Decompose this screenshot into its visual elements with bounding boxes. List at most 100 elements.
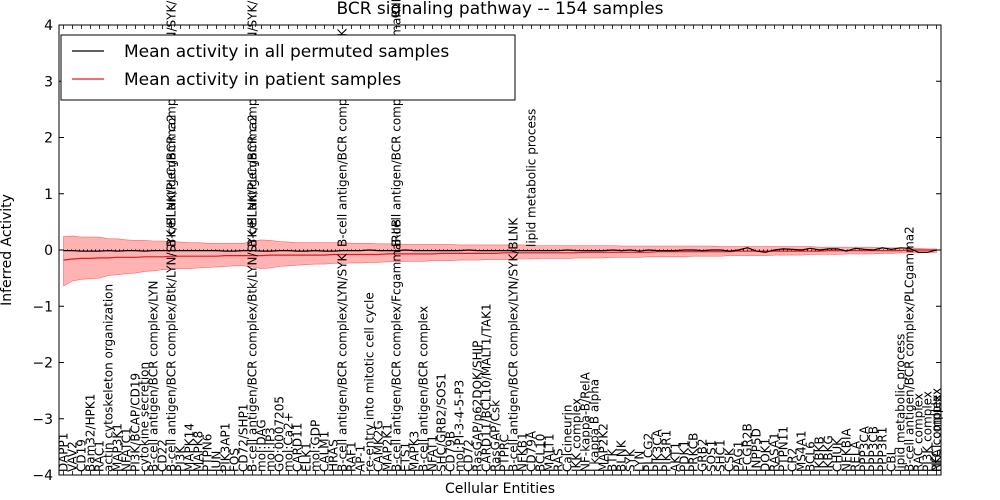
legend-patient-label: Mean activity in patient samples [124, 70, 401, 90]
x-tick-label: mol:Ca2+ [282, 412, 296, 472]
x-tick-label: CD72 [462, 439, 476, 472]
y-tick-label: −1 [32, 299, 53, 315]
x-tick-label: CD22 [156, 439, 170, 472]
x-tick-label: ELK1 [300, 442, 314, 472]
x-tick-label: PAG1 [732, 441, 746, 472]
x-tick-label: RasGAP/p62DOK/SHIP [471, 341, 485, 472]
y-tick-label: 3 [44, 74, 53, 90]
x-tick-label: B-cell antigen/BCR complex/LYN [147, 280, 161, 472]
x-tick-label: CSK [723, 447, 737, 472]
y-tick-label: −4 [32, 468, 53, 484]
x-tick-label: RAC1 [93, 440, 107, 472]
x-tick-label: PI3K complex [921, 391, 935, 472]
patient-activity-range-band [63, 235, 937, 287]
x-tick-label: I kappa B alpha [588, 379, 602, 472]
x-tick-label: IKK complex [570, 398, 584, 472]
x-tick-label: mol:PI-3-4-5-P3 [453, 380, 467, 472]
x-tick-label: INPP5D [750, 428, 764, 472]
x-tick-label: IKBKG [822, 435, 836, 472]
x-tick-label: MS4A1 [795, 431, 809, 472]
x-tick-label: SHC/GRB2/SOS1 [435, 373, 449, 472]
x-tick-label: CD79A [525, 430, 539, 472]
x-tick-label: MAPK8 [192, 431, 206, 472]
x-tick-label: CAMK2G [372, 420, 386, 472]
x-tick-label: PPP3CA [858, 425, 872, 472]
x-tick-label: SHC1 [714, 439, 728, 472]
x-tick-label: MAPK3 [408, 431, 422, 472]
x-tick-label: NFATC1 [120, 427, 134, 472]
y-tick-label: −2 [32, 356, 53, 372]
x-tick-label: MAPK14 [183, 423, 197, 472]
x-tick-label: BCL10 [534, 434, 548, 472]
x-tick-label: B-cell antigen/BCR complex/Btk/LYN/SYK/B… [246, 114, 260, 472]
x-tick-label: CALM1 [318, 431, 332, 472]
permuted-mean-line [63, 247, 937, 253]
x-tick-label: mol:IP3 [264, 427, 278, 472]
x-tick-label: re-entry into mitotic cell cycle [363, 292, 377, 472]
x-tick-label: NF-kappa-B/RelA [579, 371, 593, 472]
patient-mean-line [63, 249, 937, 261]
x-tick-label: GRB2 [696, 438, 710, 472]
x-tick-label: CR2 [786, 448, 800, 472]
x-tick-label: RELA [849, 440, 863, 472]
x-tick-label: B-cell antigen/BCR complex/FcgammaRIIB [390, 219, 404, 472]
x-tick-label: GO:0007205 [273, 396, 287, 472]
x-tick-label: RasGAP/Csk [489, 400, 503, 472]
x-tick-label: cytokine secretion [138, 362, 152, 472]
x-tick-label: CHUK [831, 437, 845, 472]
y-tick-label: −3 [32, 412, 53, 428]
x-tick-label: B-cell antigen/BCR complex [417, 306, 431, 472]
x-tick-label: PIK3CA [651, 428, 665, 472]
x-tick-label: RAF1 [345, 441, 359, 472]
x-tick-label: ETS1 [399, 442, 413, 472]
x-tick-label: CD72/SHP1 [237, 404, 251, 472]
x-tick-label: RAS [552, 448, 566, 472]
x-tick-label: JUN [210, 451, 224, 473]
x-tick-label: PDK1 [678, 440, 692, 472]
x-tick-label: BCL6 [804, 441, 818, 472]
y-tick-label: 4 [44, 18, 53, 34]
x-tick-label: Calcineurin [561, 405, 575, 472]
x-tick-label: CARD11 [291, 423, 305, 472]
x-tick-label: PLCG2 [642, 433, 656, 472]
x-tick-label: MAP2K2 [597, 423, 611, 472]
x-tick-label: FCGR2B [741, 423, 755, 472]
chart-title: BCR signaling pathway -- 154 samples [336, 0, 663, 19]
x-tick-label: B-cell antigen/BCR complex/PLCgamma2 [903, 226, 917, 472]
x-tick-label: Bam32/HPK1 [84, 394, 98, 472]
x-tick-label: AKT1 [669, 442, 683, 472]
x-tick-label: CD79B [444, 431, 458, 472]
y-tick-label: 2 [44, 131, 53, 147]
x-tick-label: PTPN6 [201, 434, 215, 472]
x-tick-label: FOS [228, 448, 242, 472]
x-tick-label: PRKCB [687, 433, 701, 472]
legend: Mean activity in all permuted samples Mea… [60, 34, 516, 101]
x-tick-label: DAPP1 [57, 433, 71, 472]
x-tick-label: PI3K [174, 445, 188, 472]
x-tick-label: SOS1 [705, 440, 719, 472]
y-tick-label: 1 [44, 187, 53, 203]
x-tick-label: PPP3CB [867, 426, 881, 472]
x-tick-label: MAP2K1 [381, 423, 395, 472]
x-tick-label: CBL [885, 448, 899, 472]
x-tick-label: PI3K/BCAP/CD19 [129, 373, 143, 472]
x-tick-label: AP-1 [354, 445, 368, 472]
x-tick-label: B-cell antigen/BCR complex/LYN/SYK [336, 252, 350, 472]
x-tick-label: mol:DAG [255, 419, 269, 472]
y-axis-label: Inferred Activity [0, 194, 15, 306]
x-tick-label: NFAT1 [426, 435, 440, 472]
x-tick-label: B-cell antigen/BCR complex/LYN/SYK/BLNK [507, 217, 521, 472]
x-tick-label: LYN [633, 451, 647, 472]
x-tick-label: BLNK [615, 439, 629, 472]
x-tick-label: PIK3AP1 [219, 423, 233, 472]
legend-box [60, 34, 516, 101]
x-tick-label: PPP3R1 [876, 427, 890, 472]
x-tick-label: NFAT complex [930, 388, 944, 472]
x-tick-label: actin cytoskeleton organization [102, 284, 116, 472]
x-tick-label: VAV2 [66, 441, 80, 472]
x-tick-label: NFKB1 [516, 432, 530, 472]
x-tick-label: CD19 [75, 439, 89, 472]
x-tick-label: PTPRC [498, 434, 512, 472]
x-tick-label: lipid metabolic process [894, 334, 908, 472]
